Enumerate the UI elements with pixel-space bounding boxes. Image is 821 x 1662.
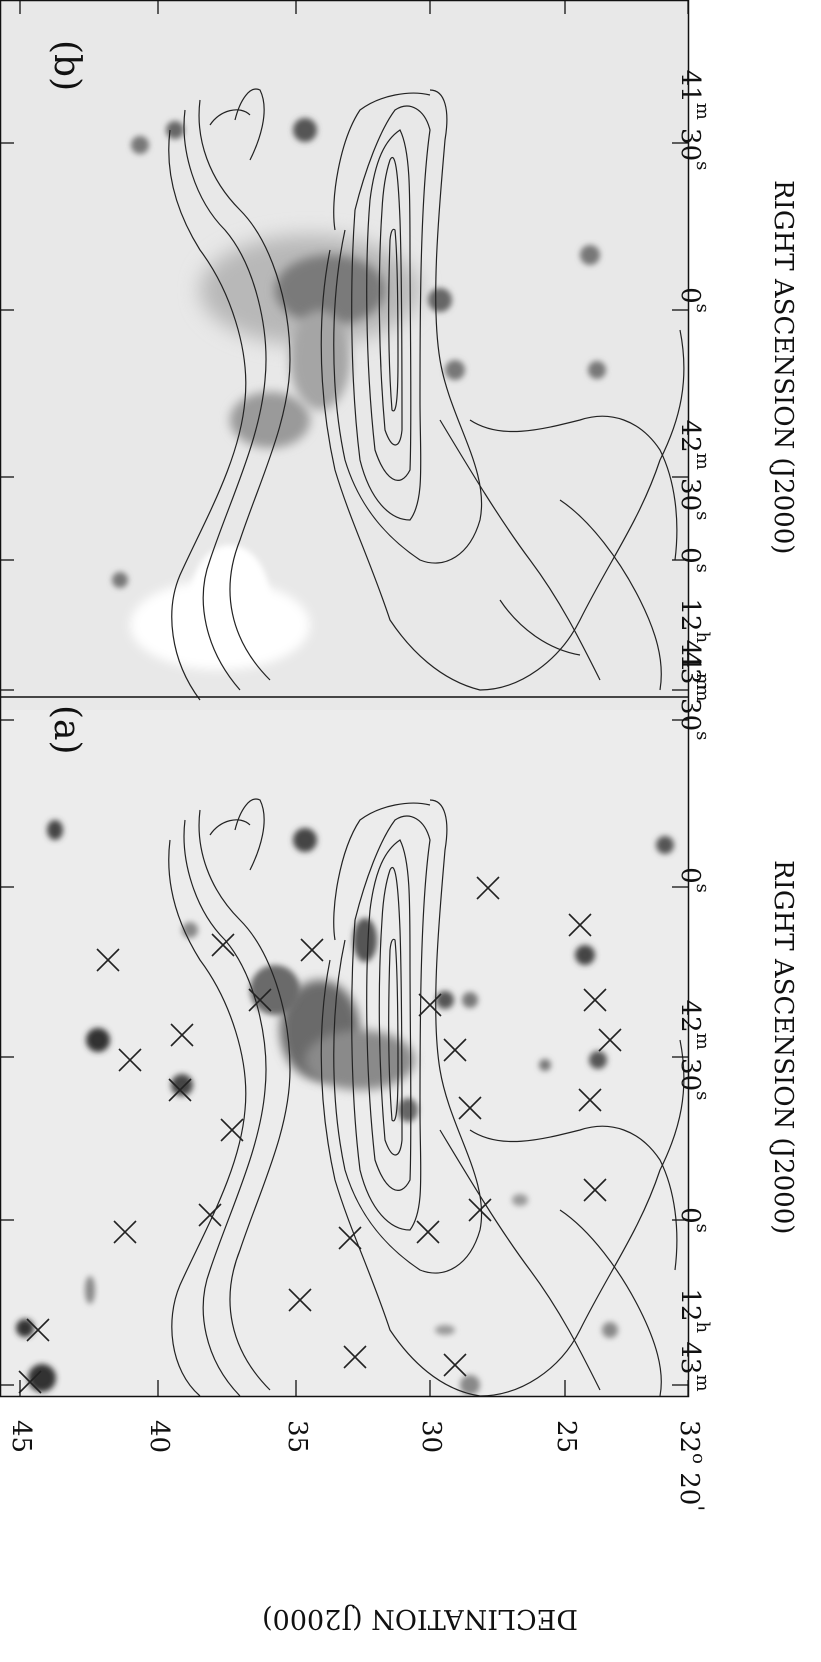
cross-marker (211, 933, 235, 957)
ra-tick-label: 41m 30s (675, 640, 714, 741)
ra-tick-label: 0s (675, 867, 714, 893)
cross-marker (476, 876, 500, 900)
cross-marker (416, 1220, 440, 1244)
panel-label-b: (b) (46, 40, 87, 91)
dec-axis-label: DECLINATION (J2000) (262, 1603, 578, 1634)
dec-tick-label: 45 (6, 1420, 36, 1453)
ra-axis-label-b: RIGHT ASCENSION (J2000) (768, 180, 798, 554)
panel-a-image (16, 820, 674, 1395)
cross-marker (443, 1353, 467, 1377)
cross-marker (198, 1203, 222, 1227)
cross-marker (458, 1096, 482, 1120)
cross-marker (578, 1088, 602, 1112)
cross-marker (343, 1345, 367, 1369)
dec-tick-label: 32o 20' (674, 1420, 709, 1511)
ra-axis-label-a: RIGHT ASCENSION (J2000) (768, 860, 798, 1234)
dec-tick-label: 30 (416, 1420, 446, 1453)
cross-marker (170, 1023, 194, 1047)
cross-marker (248, 988, 272, 1012)
cross-marker (26, 1318, 50, 1342)
ra-tick-label: 0s (675, 287, 714, 313)
panel-a-markers (18, 876, 622, 1394)
cross-marker (113, 1220, 137, 1244)
ra-tick-label: 42m 30s (675, 420, 714, 521)
ra-tick-label: 41m 30s (675, 70, 714, 171)
cross-marker (443, 1038, 467, 1062)
plot-frame (0, 0, 690, 1398)
cross-marker (598, 1028, 622, 1052)
cross-marker (583, 988, 607, 1012)
dec-tick-label: 25 (551, 1420, 581, 1453)
ra-tick-label: 12h 43m (675, 598, 714, 701)
cross-marker (300, 938, 324, 962)
cross-marker (288, 1288, 312, 1312)
panel-label-a: (a) (46, 705, 87, 755)
cross-marker (468, 1198, 492, 1222)
ra-tick-label: 12h 43m (675, 1288, 714, 1391)
cross-marker (583, 1178, 607, 1202)
ra-tick-label: 0s (675, 547, 714, 573)
panel-b-contours (168, 88, 685, 701)
dec-tick-label: 40 (144, 1420, 174, 1453)
cross-marker (568, 913, 592, 937)
cross-marker (418, 993, 442, 1017)
cross-marker (168, 1078, 192, 1102)
cross-marker (18, 1370, 42, 1394)
ra-tick-label: 0s (675, 1207, 714, 1233)
dec-tick-label: 35 (282, 1420, 312, 1453)
cross-marker (118, 1048, 142, 1072)
cross-marker (338, 1226, 362, 1250)
dec-tick-labels: 45 40 35 30 25 32o 20' (6, 1420, 709, 1511)
cross-marker (220, 1118, 244, 1142)
axis-ticks (0, 0, 689, 1396)
ra-tick-label: 42m 30s (675, 1000, 714, 1101)
cross-marker (96, 948, 120, 972)
